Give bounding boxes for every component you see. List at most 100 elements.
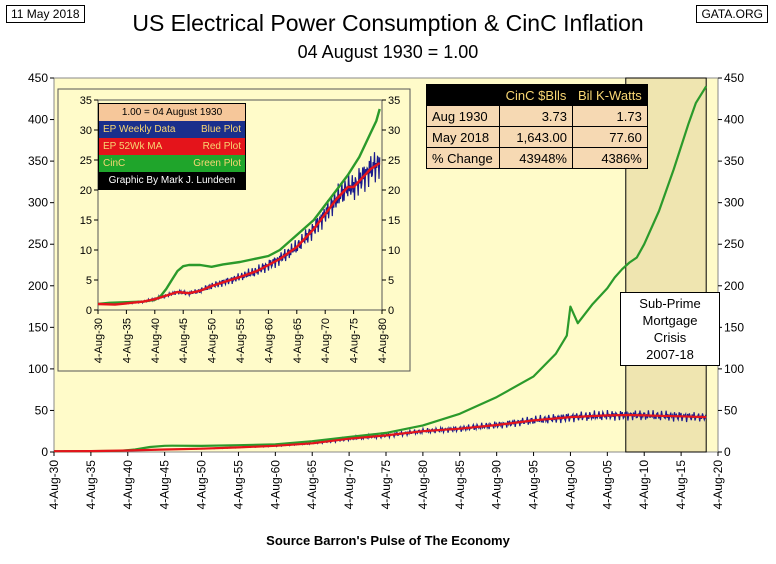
x-tick-label: 4-Aug-55: [235, 318, 247, 363]
x-tick-label: 4-Aug-20: [711, 460, 725, 510]
y-tick-label-left: 10: [80, 245, 92, 257]
x-tick-label: 4-Aug-65: [292, 318, 304, 363]
y-tick-label-left: 0: [86, 305, 92, 317]
y-tick-label-left: 350: [28, 154, 48, 168]
stats-row-kwatts: 1.73: [572, 105, 648, 127]
legend-row-cinc: CinC Green Plot: [99, 155, 245, 172]
legend-cinc-label: CinC: [103, 158, 126, 169]
y-tick-label-left: 15: [80, 215, 92, 227]
y-tick-label-right: 200: [724, 279, 744, 293]
legend-ma-color: Red Plot: [202, 141, 241, 152]
x-tick-label: 4-Aug-00: [563, 460, 577, 510]
legend-weekly-color: Blue Plot: [200, 124, 241, 135]
x-tick-label: 4-Aug-15: [674, 460, 688, 510]
y-tick-label-right: 15: [388, 215, 400, 227]
y-tick-label-left: 20: [80, 185, 92, 197]
x-tick-label: 4-Aug-40: [150, 318, 162, 363]
x-tick-label: 4-Aug-60: [268, 460, 282, 510]
legend-ma-label: EP 52Wk MA: [103, 141, 163, 152]
y-tick-label-left: 400: [28, 113, 48, 127]
crisis-shade-layer: [625, 77, 707, 453]
source-note: Source Barron's Pulse of The Economy: [266, 533, 510, 548]
crisis-annotation: Sub-Prime Mortgage Crisis 2007-18: [620, 292, 720, 366]
y-tick-label-right: 100: [724, 362, 744, 376]
y-tick-label-left: 5: [86, 275, 92, 287]
legend-credit: Graphic By Mark J. Lundeen: [108, 175, 236, 186]
legend-cinc-color: Green Plot: [193, 158, 241, 169]
y-tick-label-right: 0: [724, 445, 731, 459]
site-label: GATA.ORG: [696, 5, 768, 23]
y-tick-label-right: 0: [388, 305, 394, 317]
stats-row-label: Aug 1930: [426, 105, 500, 127]
chart-subtitle: 04 August 1930 = 1.00: [297, 42, 479, 62]
legend-row-ma: EP 52Wk MA Red Plot: [99, 138, 245, 155]
y-tick-label-right: 5: [388, 275, 394, 287]
y-tick-label-left: 250: [28, 237, 48, 251]
y-tick-label-right: 400: [724, 113, 744, 127]
stats-row-label: % Change: [426, 147, 500, 169]
y-tick-label-left: 50: [35, 403, 49, 417]
stats-table: CinC $Blls Bil K-Watts Aug 1930 3.73 1.7…: [426, 84, 648, 169]
stats-header-blank: [426, 84, 500, 106]
x-tick-label: 4-Aug-50: [195, 460, 209, 510]
crisis-line: Mortgage: [642, 313, 698, 328]
x-tick-label: 4-Aug-90: [490, 460, 504, 510]
x-tick-label: 4-Aug-70: [320, 318, 332, 363]
stats-row: Aug 1930 3.73 1.73: [426, 105, 648, 127]
x-tick-label: 4-Aug-35: [84, 460, 98, 510]
y-tick-label-right: 10: [388, 245, 400, 257]
x-tick-label: 4-Aug-45: [178, 318, 190, 363]
x-tick-label: 4-Aug-75: [379, 460, 393, 510]
y-tick-label-left: 200: [28, 279, 48, 293]
stats-row-kwatts: 4386%: [572, 147, 648, 169]
y-tick-label-left: 150: [28, 320, 48, 334]
y-tick-label-right: 250: [724, 237, 744, 251]
y-tick-label-right: 30: [388, 125, 400, 137]
stats-row: May 2018 1,643.00 77.60: [426, 126, 648, 148]
x-tick-label: 4-Aug-95: [527, 460, 541, 510]
stats-header-kwatts: Bil K-Watts: [572, 84, 648, 106]
x-tick-label: 4-Aug-30: [93, 318, 105, 363]
legend-row-weekly: EP Weekly Data Blue Plot: [99, 121, 245, 138]
stats-header-cinc: CinC $Blls: [499, 84, 573, 106]
main-series-layer: [53, 85, 708, 453]
crisis-line: Sub-Prime: [639, 296, 701, 311]
inset-axes-layer: 0 0 5 5 10 10 15 15 20 20 25 25 30 30 35 35 4-Aug-30 4-Au…: [80, 95, 401, 363]
x-tick-label: 4-Aug-30: [47, 460, 61, 510]
legend-row-credit: Graphic By Mark J. Lundeen: [99, 172, 245, 189]
x-tick-label: 4-Aug-75: [349, 318, 361, 363]
y-tick-label-right: 150: [724, 320, 744, 334]
y-tick-label-right: 50: [724, 403, 738, 417]
x-tick-label: 4-Aug-65: [305, 460, 319, 510]
date-label: 11 May 2018: [6, 5, 85, 23]
legend-weekly-label: EP Weekly Data: [103, 124, 176, 135]
crisis-shaded-region: [625, 77, 707, 453]
crisis-line: 2007-18: [646, 347, 694, 362]
y-tick-label-left: 25: [80, 155, 92, 167]
crisis-line: Crisis: [653, 330, 687, 345]
x-tick-label: 4-Aug-60: [263, 318, 275, 363]
y-tick-label-left: 300: [28, 196, 48, 210]
x-tick-label: 4-Aug-80: [377, 318, 389, 363]
y-tick-label-left: 100: [28, 362, 48, 376]
stats-row: % Change 43948% 4386%: [426, 147, 648, 169]
stats-row-cinc: 1,643.00: [499, 126, 573, 148]
legend-title-row: 1.00 = 04 August 1930: [99, 104, 245, 121]
inset-legend: 1.00 = 04 August 1930 EP Weekly Data Blu…: [98, 103, 246, 190]
y-tick-label-right: 350: [724, 154, 744, 168]
y-tick-label-right: 35: [388, 95, 400, 107]
x-tick-label: 4-Aug-50: [207, 318, 219, 363]
y-tick-label-right: 25: [388, 155, 400, 167]
y-tick-label-right: 20: [388, 185, 400, 197]
x-tick-label: 4-Aug-40: [121, 460, 135, 510]
stats-row-label: May 2018: [426, 126, 500, 148]
y-tick-label-left: 450: [28, 71, 48, 85]
stats-row-cinc: 3.73: [499, 105, 573, 127]
x-tick-label: 4-Aug-80: [416, 460, 430, 510]
stats-row-kwatts: 77.60: [572, 126, 648, 148]
y-tick-label-left: 35: [80, 95, 92, 107]
x-tick-label: 4-Aug-55: [231, 460, 245, 510]
x-tick-label: 4-Aug-35: [121, 318, 133, 363]
